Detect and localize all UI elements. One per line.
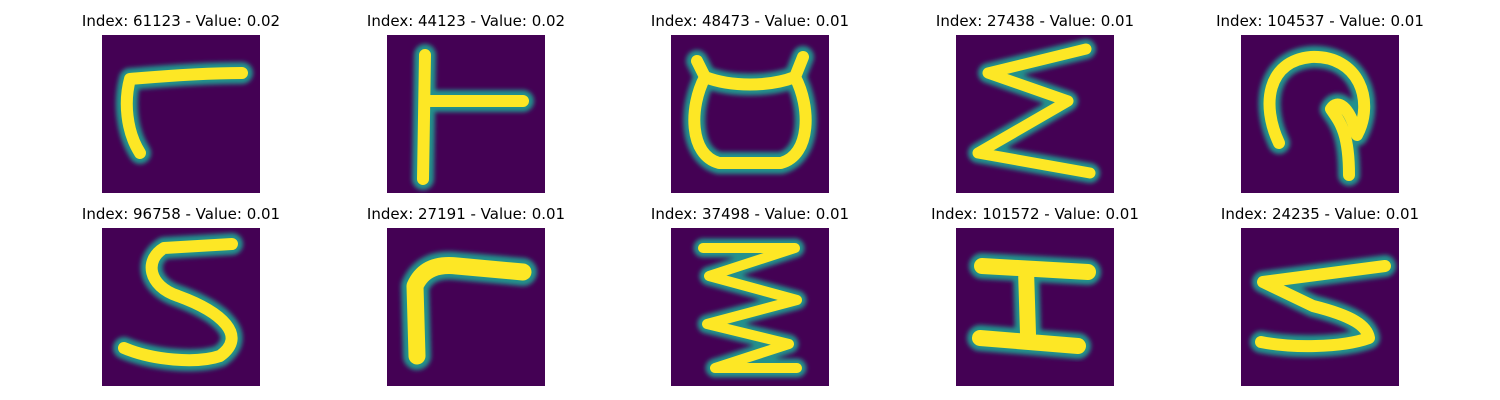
i-beam-glyph	[956, 228, 1114, 386]
handwritten-glyph-image	[1241, 228, 1399, 386]
zigzag-sigma-glyph	[956, 35, 1114, 193]
s-shape-glyph	[102, 228, 260, 386]
handwritten-glyph-image	[671, 228, 829, 386]
handwritten-glyph-image	[1241, 35, 1399, 193]
handwritten-glyph-image	[387, 228, 545, 386]
hook-r-glyph	[102, 35, 260, 193]
panel-title: Index: 104537 - Value: 0.01	[1216, 12, 1424, 30]
panel-title: Index: 37498 - Value: 0.01	[650, 205, 850, 223]
triple-zigzag-glyph	[671, 228, 829, 386]
loop-hook-glyph	[1241, 35, 1399, 193]
panel-title: Index: 61123 - Value: 0.02	[81, 12, 281, 30]
panel-title: Index: 24235 - Value: 0.01	[1220, 205, 1420, 223]
handwritten-glyph-image	[671, 35, 829, 193]
handwritten-glyph-image	[956, 35, 1114, 193]
panel-title: Index: 96758 - Value: 0.01	[81, 205, 281, 223]
handwritten-glyph-image	[102, 35, 260, 193]
panel-title: Index: 48473 - Value: 0.01	[650, 12, 850, 30]
handwritten-glyph-image	[102, 228, 260, 386]
panel-title: Index: 27438 - Value: 0.01	[935, 12, 1135, 30]
cup-horns-glyph	[671, 35, 829, 193]
panel-title: Index: 101572 - Value: 0.01	[931, 205, 1139, 223]
handwritten-glyph-image	[956, 228, 1114, 386]
handwritten-glyph-image	[387, 35, 545, 193]
thick-r-glyph	[387, 228, 545, 386]
reverse-three-glyph	[1241, 228, 1399, 386]
panel-title: Index: 44123 - Value: 0.02	[366, 12, 566, 30]
panel-title: Index: 27191 - Value: 0.01	[366, 205, 566, 223]
t-sideways-glyph	[387, 35, 545, 193]
